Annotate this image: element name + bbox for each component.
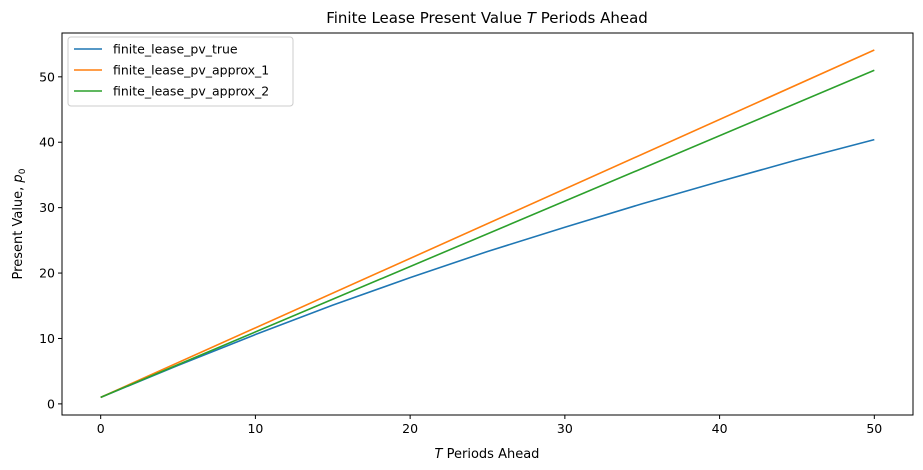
legend-label: finite_lease_pv_approx_1 [113,63,269,78]
y-axis-label: Present Value, p0 [11,168,28,279]
x-tick-label: 50 [866,421,882,436]
chart-title: Finite Lease Present Value T Periods Ahe… [326,9,648,27]
series-line-finite-lease-pv-true [100,138,875,399]
x-tick-label: 0 [97,421,105,436]
series-line-finite-lease-pv-approx-2 [100,69,875,399]
legend: finite_lease_pv_true finite_lease_pv_appr… [67,36,294,107]
x-axis-label: T Periods Ahead [435,447,540,462]
plot-frame [61,32,914,416]
legend-label: finite_lease_pv_true [113,42,238,57]
y-tick-label: 30 [39,200,55,215]
y-tick-label: 50 [39,69,55,84]
series-line-finite-lease-pv-approx-1 [100,49,875,399]
y-tick-label: 10 [39,331,55,346]
x-tick-label: 30 [557,421,573,436]
y-tick-label: 20 [39,266,55,281]
x-tick-label: 10 [247,421,263,436]
tick-layer: 0 10 20 30 40 50 0 10 20 30 40 50 [39,69,882,436]
series-layer [100,49,875,399]
legend-label: finite_lease_pv_approx_2 [113,84,269,99]
legend-box [67,36,294,107]
legend-entries: finite_lease_pv_true finite_lease_pv_appr… [74,42,269,99]
x-tick-label: 40 [712,421,728,436]
x-tick-label: 20 [402,421,418,436]
y-tick-label: 40 [39,135,55,150]
y-tick-label: 0 [47,396,55,411]
